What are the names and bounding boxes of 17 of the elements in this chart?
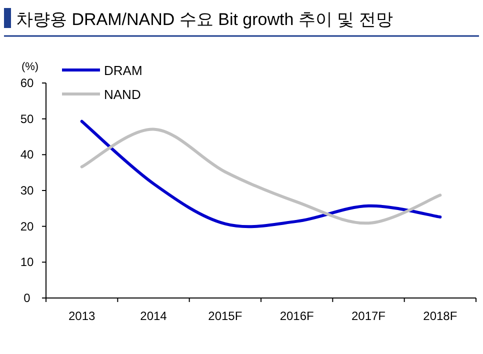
y-axis-title: (%) [21, 61, 39, 73]
y-tick-label: 40 [20, 148, 34, 162]
y-tick-label: 0 [24, 291, 31, 305]
x-tick-label: 2014 [140, 309, 168, 323]
legend-label: NAND [104, 87, 141, 102]
y-tick-label: 60 [20, 76, 34, 90]
chart-title: 차량용 DRAM/NAND 수요 Bit growth 추이 및 전망 [16, 10, 393, 29]
x-tick-label: 2015F [208, 309, 242, 323]
y-tick-label: 30 [20, 184, 34, 198]
x-tick-label: 2018F [423, 309, 458, 323]
legend-label: DRAM [104, 63, 142, 78]
y-tick-label: 50 [20, 112, 34, 126]
x-tick-label: 2013 [68, 309, 96, 323]
y-tick-label: 20 [20, 219, 34, 234]
x-tick-label: 2017F [351, 309, 386, 323]
y-tick-label: 10 [20, 255, 34, 270]
x-tick-label: 2016F [280, 309, 314, 323]
